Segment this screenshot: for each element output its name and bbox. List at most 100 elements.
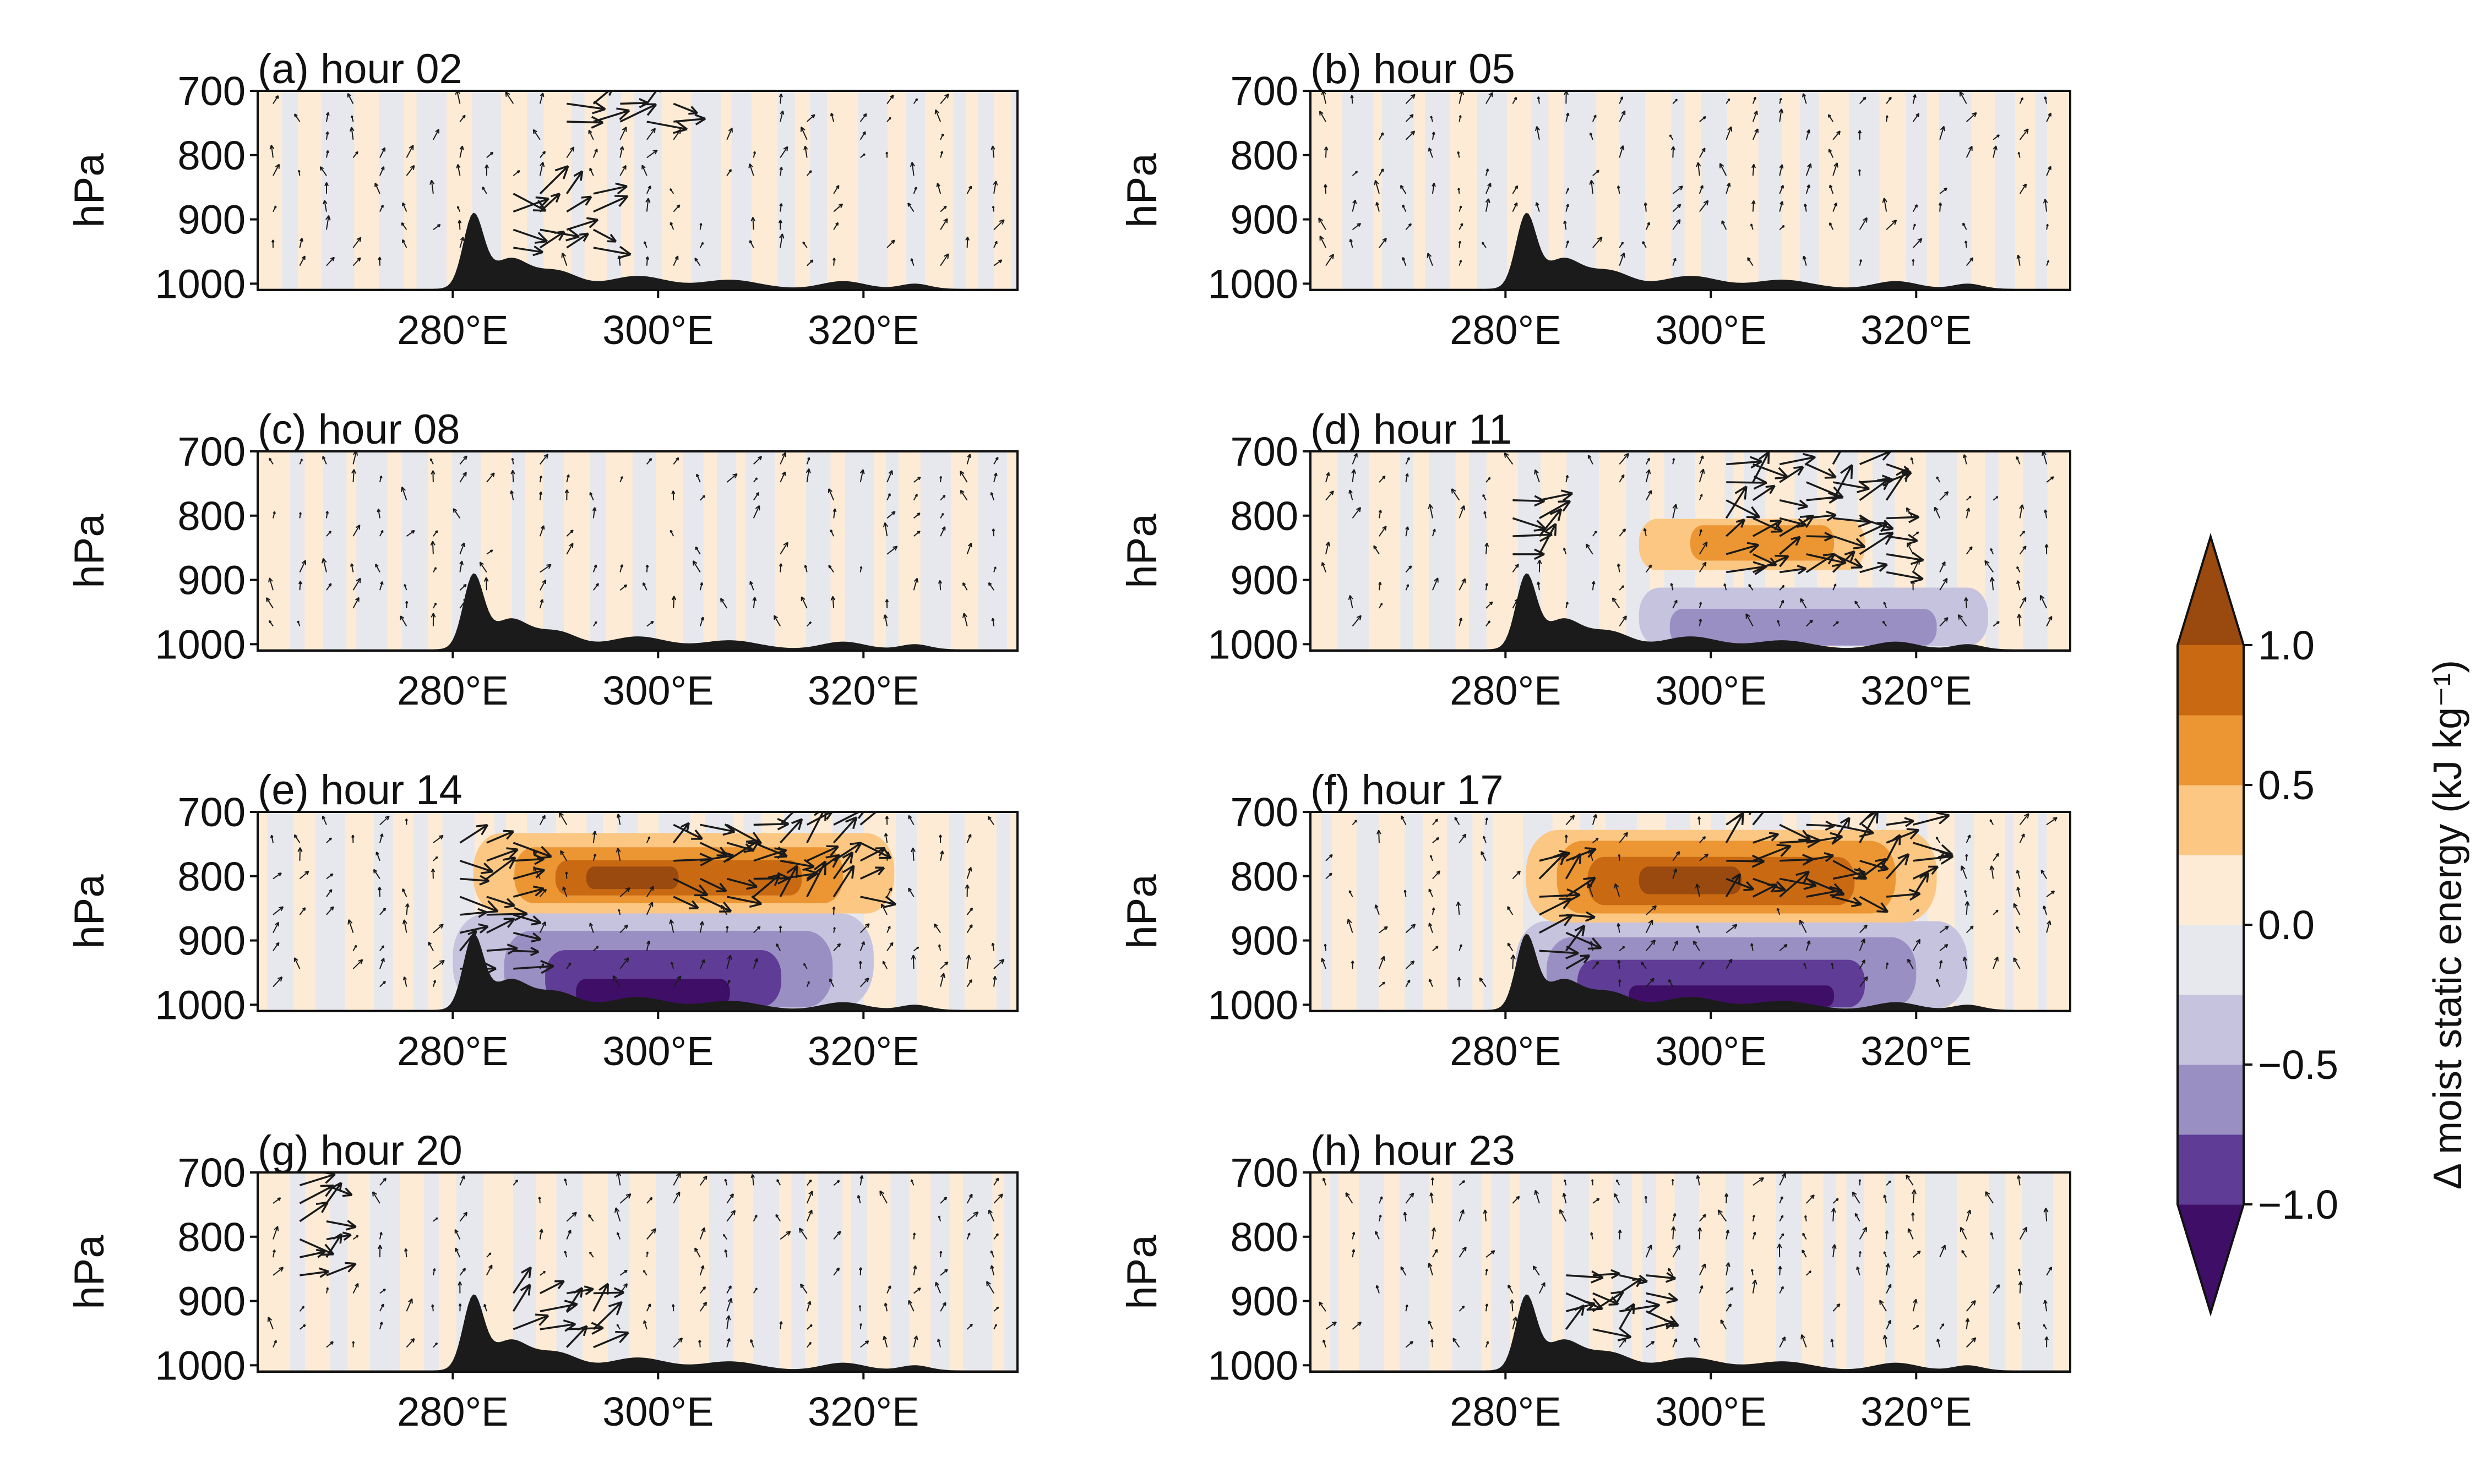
field-stripe [347,1172,371,1372]
field-stripe [916,812,950,1011]
field-stripe [322,91,355,290]
y-axis-label: hPa [1119,153,1166,228]
field-stripe [1800,91,1820,290]
field-stripe [2035,91,2048,290]
panel-title: (e) hour 14 [258,767,462,814]
colorbar-tick-label: 1.0 [2258,623,2315,668]
y-tick-label: 1000 [155,982,246,1028]
colorbar-segment [2178,785,2244,855]
field-stripe [842,1172,852,1372]
field-stripe [345,812,374,1011]
panel-e: 700 800 900 1000 280°E 300°E 320°E (e) hour 14 h… [66,767,1019,1074]
field-stripe [387,451,402,651]
y-axis-label: hPa [66,514,113,588]
field-stripe [1632,1172,1643,1372]
field-stripe [1802,1172,1824,1372]
wind-vectors [267,1172,1003,1349]
panel-g: 700 800 900 1000 280°E 300°E 320°E (g) hour 20 h… [66,1127,1019,1434]
field-stripe [258,1172,291,1372]
field-stripe [806,451,831,651]
field-stripe [703,451,717,651]
panel-title: (c) hour 08 [258,406,460,453]
field-stripe [1321,812,1332,1011]
field-stripe [354,91,380,290]
axes-frame [257,1171,1019,1373]
y-tick-label: 900 [178,558,246,603]
field-stripe [994,91,1013,290]
colorbar-segment [2178,925,2244,995]
y-tick-label: 700 [178,789,246,835]
y-axis-label: hPa [66,874,113,949]
field-stripe [930,1172,950,1372]
field-stripe [1378,812,1406,1011]
y-tick-label: 700 [178,429,246,474]
field-stripe [899,451,921,651]
field-stripe [745,451,776,651]
y-tick-label: 800 [1231,133,1298,178]
anomaly-region [576,979,730,1006]
y-tick-label: 700 [1231,789,1298,835]
field-stripe [1483,812,1493,1011]
panel-title: (h) hour 23 [1310,1127,1515,1174]
field-stripe [401,451,428,651]
field-stripe [1552,1172,1565,1372]
colorbar-segment [2178,645,2244,716]
field-stripe [1727,91,1759,290]
field-stripe [369,1172,400,1372]
field-stripe [1337,451,1370,651]
field-stripe [966,91,979,290]
field-stripe [1782,91,1801,290]
field-stripe [873,451,887,651]
field-stripe [2038,812,2048,1011]
field-stripe [951,451,979,651]
field-stripe [906,91,926,290]
field-stripe [1971,91,1996,290]
x-tick-label: 320°E [808,307,919,353]
x-tick-label: 320°E [808,1028,919,1074]
field-stripe [293,812,316,1011]
x-tick-label: 280°E [1450,668,1561,713]
field-stripe [1449,91,1478,290]
field-stripe [1477,91,1508,290]
y-tick-label: 1000 [155,1343,246,1388]
field-stripe [1358,1172,1385,1372]
field-stripe [1429,1172,1453,1372]
field-stripe [851,1172,868,1372]
field-stripe [779,1172,792,1372]
colorbar-segment [2178,1134,2244,1205]
field-stripe [1956,1172,1990,1372]
x-tick-label: 280°E [397,668,508,713]
field-stripe [1885,1172,1895,1372]
y-tick-label: 800 [178,854,246,899]
field-stripe [1491,1172,1511,1372]
y-axis-label: hPa [66,153,113,228]
y-tick-label: 900 [178,1279,246,1324]
field-stripe [2047,91,2070,290]
field-stripe [1007,451,1017,651]
y-tick-label: 1000 [1207,261,1298,307]
field-stripe [1413,451,1430,651]
y-tick-label: 1000 [1207,1343,1298,1388]
colorbar-segment [2178,1065,2244,1135]
field-stripe [805,1172,819,1372]
y-tick-label: 700 [1231,1150,1298,1196]
field-stripe [439,1172,458,1372]
y-tick-label: 1000 [1207,621,1298,667]
panel-title: (b) hour 05 [1310,46,1515,92]
field-stripe [393,812,415,1011]
field-stripe [1447,812,1473,1011]
axes-frame [257,450,1019,652]
field-stripe [1400,1172,1430,1372]
field-stripe [1356,812,1379,1011]
field-stripe [996,812,1011,1011]
field-stripe [1011,91,1017,290]
field-stripe [258,812,269,1011]
wind-vectors [269,91,1005,266]
x-tick-label: 280°E [397,1028,508,1074]
field-stripe [304,451,324,651]
field-stripe [1836,1172,1847,1372]
field-stripe [731,91,752,290]
field-stripe [556,1172,584,1372]
field-stripe [1925,1172,1957,1372]
y-tick-label: 700 [1231,429,1298,474]
